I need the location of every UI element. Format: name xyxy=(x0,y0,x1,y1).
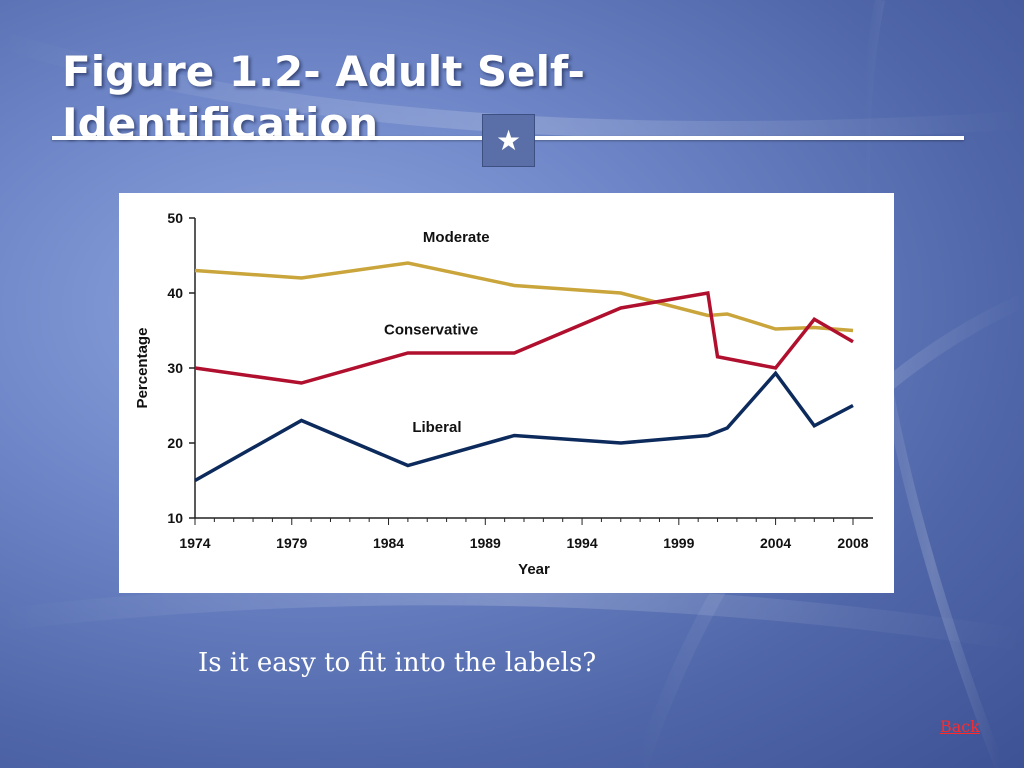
x-tick-label: 1989 xyxy=(470,535,501,551)
y-tick-label: 10 xyxy=(167,510,183,526)
series-label: Conservative xyxy=(384,321,478,338)
series-label: Moderate xyxy=(423,229,490,246)
back-link[interactable]: Back xyxy=(940,717,980,736)
line-chart: 10 20 30 40 50 1974 1979 1984 1989 1994 1999 2004 20… xyxy=(134,210,873,578)
series-line-liberal xyxy=(194,370,854,483)
x-tick-label: 2008 xyxy=(837,535,868,551)
star-icon: ★ xyxy=(482,114,535,167)
chart-panel: 10 20 30 40 50 1974 1979 1984 1989 1994 1999 2004 20… xyxy=(119,193,894,593)
x-tick-label: 1994 xyxy=(566,535,597,551)
y-tick-label: 20 xyxy=(167,435,183,451)
x-tick-label: 2004 xyxy=(760,535,791,551)
x-tick-label: 1984 xyxy=(373,535,404,551)
slide-title: Figure 1.2- Adult Self-Identification xyxy=(62,47,585,148)
slide-caption: Is it easy to fit into the labels? xyxy=(198,648,597,678)
y-tick-label: 40 xyxy=(167,285,183,301)
x-tick-label: 1974 xyxy=(179,535,210,551)
x-axis-label: Year xyxy=(518,561,550,578)
series-line-conservative xyxy=(194,290,854,385)
y-tick-label: 50 xyxy=(167,210,183,226)
y-axis-label: Percentage xyxy=(134,328,151,409)
y-tick-label: 30 xyxy=(167,360,183,376)
series-line-moderate xyxy=(194,261,854,333)
series-label: Liberal xyxy=(412,419,461,436)
x-tick-label: 1999 xyxy=(663,535,694,551)
x-tick-label: 1979 xyxy=(276,535,307,551)
